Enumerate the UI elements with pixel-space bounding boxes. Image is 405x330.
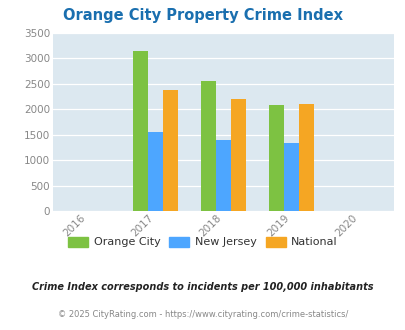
Text: © 2025 CityRating.com - https://www.cityrating.com/crime-statistics/: © 2025 CityRating.com - https://www.city… bbox=[58, 310, 347, 319]
Bar bbox=[269, 105, 283, 211]
Bar bbox=[200, 81, 215, 211]
Bar bbox=[284, 144, 298, 211]
Legend: Orange City, New Jersey, National: Orange City, New Jersey, National bbox=[64, 232, 341, 252]
Bar bbox=[147, 132, 162, 211]
Text: Orange City Property Crime Index: Orange City Property Crime Index bbox=[63, 8, 342, 23]
Bar bbox=[132, 51, 147, 211]
Bar bbox=[162, 90, 177, 211]
Bar bbox=[298, 104, 313, 211]
Bar bbox=[215, 140, 230, 211]
Bar bbox=[230, 99, 245, 211]
Text: Crime Index corresponds to incidents per 100,000 inhabitants: Crime Index corresponds to incidents per… bbox=[32, 282, 373, 292]
